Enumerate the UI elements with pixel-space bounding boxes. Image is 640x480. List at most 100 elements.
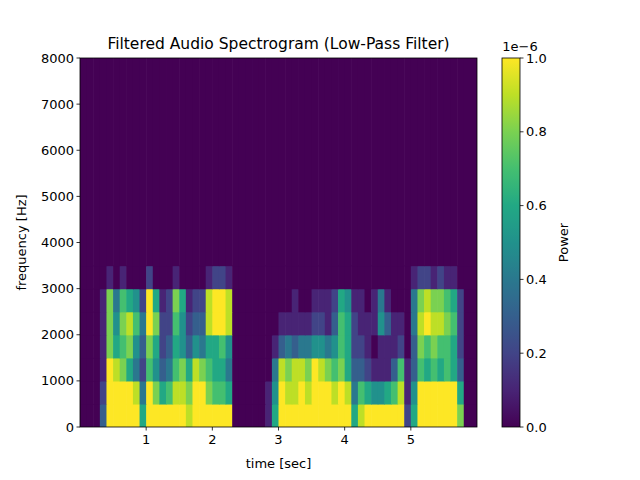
cell <box>113 312 120 336</box>
cell <box>437 289 444 313</box>
cell <box>219 289 226 313</box>
cell <box>424 312 431 336</box>
cell <box>325 335 332 359</box>
cell <box>378 358 385 382</box>
cell <box>358 335 365 359</box>
cell <box>153 58 160 266</box>
cell <box>146 404 153 427</box>
cell <box>298 58 305 266</box>
cell <box>391 404 398 427</box>
y-tick <box>77 150 81 151</box>
cell <box>431 335 438 359</box>
cell <box>331 289 338 313</box>
title: Filtered Audio Spectrogram (Low-Pass Fil… <box>107 35 449 53</box>
cell <box>265 312 272 336</box>
cell <box>325 312 332 336</box>
cell <box>305 312 312 336</box>
cell <box>173 266 180 290</box>
cell <box>133 289 140 313</box>
cell <box>159 266 166 290</box>
cell <box>378 289 385 313</box>
cell <box>87 358 94 382</box>
cell <box>199 58 206 266</box>
cell <box>358 58 365 266</box>
cell <box>259 312 266 336</box>
cell <box>444 381 451 405</box>
cell <box>252 289 259 313</box>
cell <box>470 404 477 427</box>
cell <box>87 266 94 290</box>
cell <box>451 335 458 359</box>
cell <box>100 312 107 336</box>
cell <box>87 58 94 266</box>
cell <box>351 266 358 290</box>
cell <box>232 404 239 427</box>
cell <box>470 289 477 313</box>
cell <box>179 312 186 336</box>
cell <box>153 312 160 336</box>
cell <box>305 58 312 266</box>
cell <box>199 335 206 359</box>
cell <box>186 358 193 382</box>
cell <box>457 335 464 359</box>
x-tick <box>344 427 345 431</box>
cell <box>206 404 213 427</box>
cell <box>245 312 252 336</box>
cell <box>411 335 418 359</box>
cell <box>245 266 252 290</box>
cell <box>226 266 233 290</box>
cell <box>417 266 424 290</box>
cell <box>404 266 411 290</box>
cell <box>338 335 345 359</box>
cell <box>404 58 411 266</box>
cell <box>345 312 352 336</box>
cell <box>391 289 398 313</box>
cell <box>279 404 286 427</box>
cell <box>378 381 385 405</box>
cell <box>219 266 226 290</box>
cell <box>312 381 319 405</box>
cell <box>272 358 279 382</box>
cell <box>87 404 94 427</box>
cell <box>226 381 233 405</box>
cell <box>186 266 193 290</box>
cell <box>199 381 206 405</box>
cell <box>437 266 444 290</box>
cell <box>265 404 272 427</box>
cell <box>431 358 438 382</box>
colorbar-offset: 1e−6 <box>502 39 537 54</box>
cell <box>285 381 292 405</box>
cell <box>100 58 107 266</box>
cell <box>424 266 431 290</box>
cell <box>437 381 444 405</box>
cell <box>285 289 292 313</box>
cell <box>464 381 471 405</box>
cell <box>192 58 199 266</box>
cell <box>206 266 213 290</box>
cell <box>470 312 477 336</box>
cell <box>464 58 471 266</box>
cell <box>338 58 345 266</box>
cell <box>113 358 120 382</box>
cell <box>451 312 458 336</box>
cell <box>371 312 378 336</box>
cell <box>140 404 147 427</box>
cell <box>186 381 193 405</box>
cell <box>384 381 391 405</box>
cell <box>186 335 193 359</box>
cell <box>232 266 239 290</box>
cell <box>126 381 133 405</box>
cell <box>325 266 332 290</box>
cell <box>298 289 305 313</box>
cell <box>285 266 292 290</box>
y-tick <box>77 104 81 105</box>
cell <box>80 335 87 359</box>
cell <box>398 335 405 359</box>
cell <box>451 381 458 405</box>
cell <box>199 266 206 290</box>
cell <box>106 58 113 266</box>
cell <box>199 404 206 427</box>
cell <box>351 381 358 405</box>
cell <box>239 312 246 336</box>
cell <box>279 266 286 290</box>
